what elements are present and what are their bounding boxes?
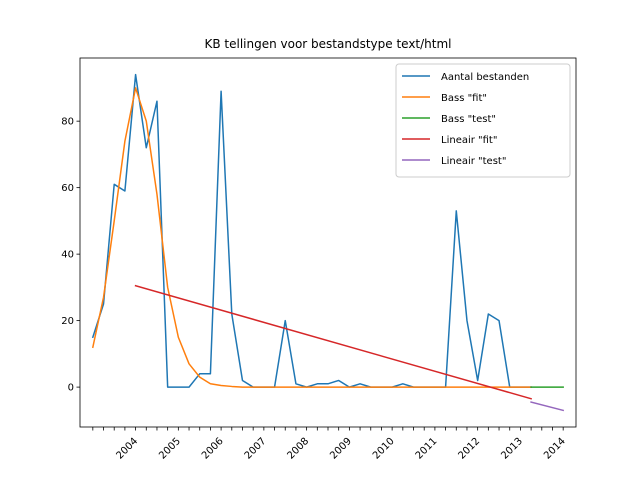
legend-label-1: Aantal bestanden — [441, 72, 529, 83]
y-tick-label: 20 — [61, 316, 74, 327]
series-line-5 — [530, 401, 565, 412]
legend-label-4: Lineair "fit" — [441, 135, 497, 146]
y-tick-label: 60 — [61, 183, 74, 194]
series-line-4 — [134, 284, 533, 400]
series-line-2 — [91, 87, 532, 388]
y-tick-label: 80 — [61, 117, 74, 128]
chart-title: KB tellingen voor bestandstype text/html — [204, 37, 451, 51]
legend-label-3: Bass "test" — [441, 114, 496, 125]
y-tick-label: 40 — [61, 250, 74, 261]
legend-label-2: Bass "fit" — [441, 93, 487, 104]
y-tick-label: 0 — [68, 383, 74, 394]
legend-box — [395, 63, 571, 178]
legend: Aantal bestanden Bass "fit" Bass "test" Lin… — [395, 63, 571, 178]
legend-label-5: Lineair "test" — [441, 156, 506, 167]
series-line-1 — [91, 73, 532, 388]
